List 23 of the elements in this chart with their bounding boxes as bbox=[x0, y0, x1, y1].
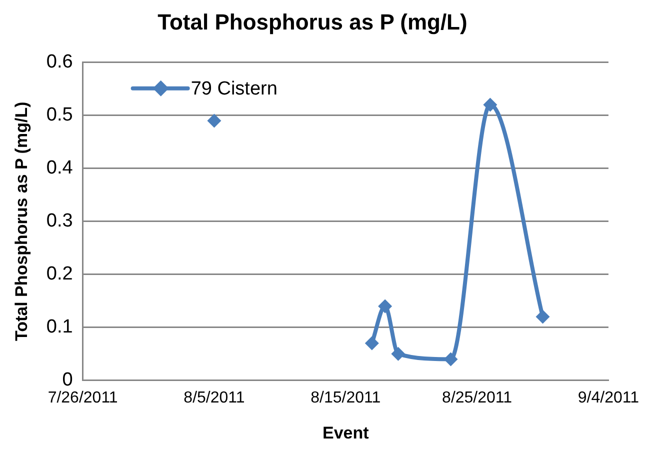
x-tick-label: 9/4/2011 bbox=[578, 389, 640, 406]
point bbox=[536, 310, 550, 324]
y-tick-label: 0.5 bbox=[46, 104, 73, 126]
x-axis-title: Event bbox=[322, 423, 370, 442]
point bbox=[378, 299, 392, 314]
y-axis-title: Total Phosphorus as P (mg/L) bbox=[12, 102, 31, 342]
point bbox=[444, 352, 458, 366]
point bbox=[364, 336, 379, 350]
y-tick-label: 0.4 bbox=[46, 158, 74, 179]
x-tick-label: 8/25/2011 bbox=[442, 389, 512, 406]
y-tick-label: 0.1 bbox=[46, 316, 73, 338]
point bbox=[483, 98, 498, 112]
x-tick-label: 8/5/2011 bbox=[184, 389, 245, 406]
chart-title: Total Phosphorus as P (mg/L) bbox=[158, 9, 468, 34]
y-tick-label: 0.6 bbox=[46, 52, 73, 73]
point bbox=[207, 114, 222, 128]
x-tick-label: 8/15/2011 bbox=[310, 389, 381, 406]
point bbox=[391, 346, 406, 361]
x-tick-label: 7/26/2011 bbox=[48, 389, 118, 406]
legend-label: 79 Cistern bbox=[190, 78, 278, 100]
y-tick-label: 0 bbox=[62, 370, 73, 391]
y-tick-label: 0.3 bbox=[46, 210, 73, 232]
y-tick-label: 0.2 bbox=[46, 264, 73, 285]
